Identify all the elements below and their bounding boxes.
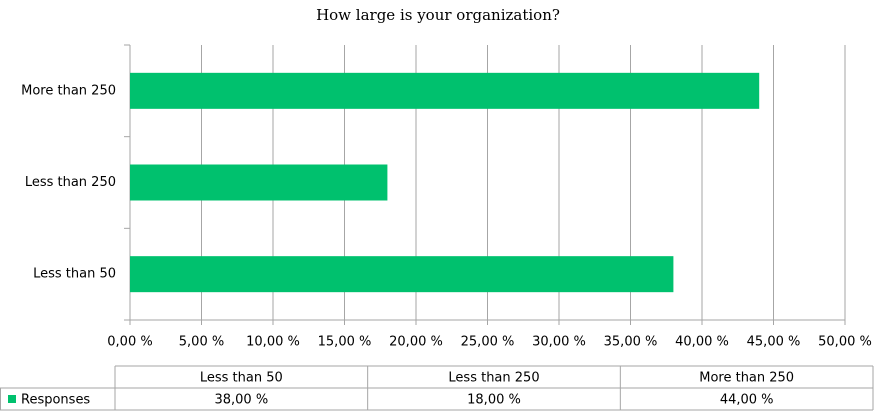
bar [130,164,388,201]
x-tick-label: 10,00 % [246,335,300,350]
bar [130,72,760,109]
y-tick-label: More than 250 [21,83,116,98]
x-tick-label: 5,00 % [179,335,224,350]
x-tick-label: 15,00 % [318,335,372,350]
x-tick-label: 45,00 % [747,335,801,350]
y-tick-label: Less than 50 [33,267,116,282]
chart-title: How large is your organization? [316,6,560,24]
table-value: 18,00 % [467,393,521,408]
table-value: 44,00 % [720,393,774,408]
x-tick-label: 25,00 % [461,335,515,350]
x-tick-label: 20,00 % [389,335,443,350]
legend-key [8,395,16,403]
x-tick-label: 30,00 % [532,335,586,350]
x-tick-label: 50,00 % [818,335,872,350]
table-header: Less than 50 [200,371,283,386]
bar [130,256,674,293]
table-value: 38,00 % [214,393,268,408]
x-tick-label: 35,00 % [604,335,658,350]
table-header: More than 250 [699,371,794,386]
x-tick-label: 0,00 % [107,335,152,350]
table-header: Less than 250 [448,371,539,386]
x-tick-label: 40,00 % [675,335,729,350]
y-tick-label: Less than 250 [25,175,116,190]
legend-label: Responses [21,393,90,408]
